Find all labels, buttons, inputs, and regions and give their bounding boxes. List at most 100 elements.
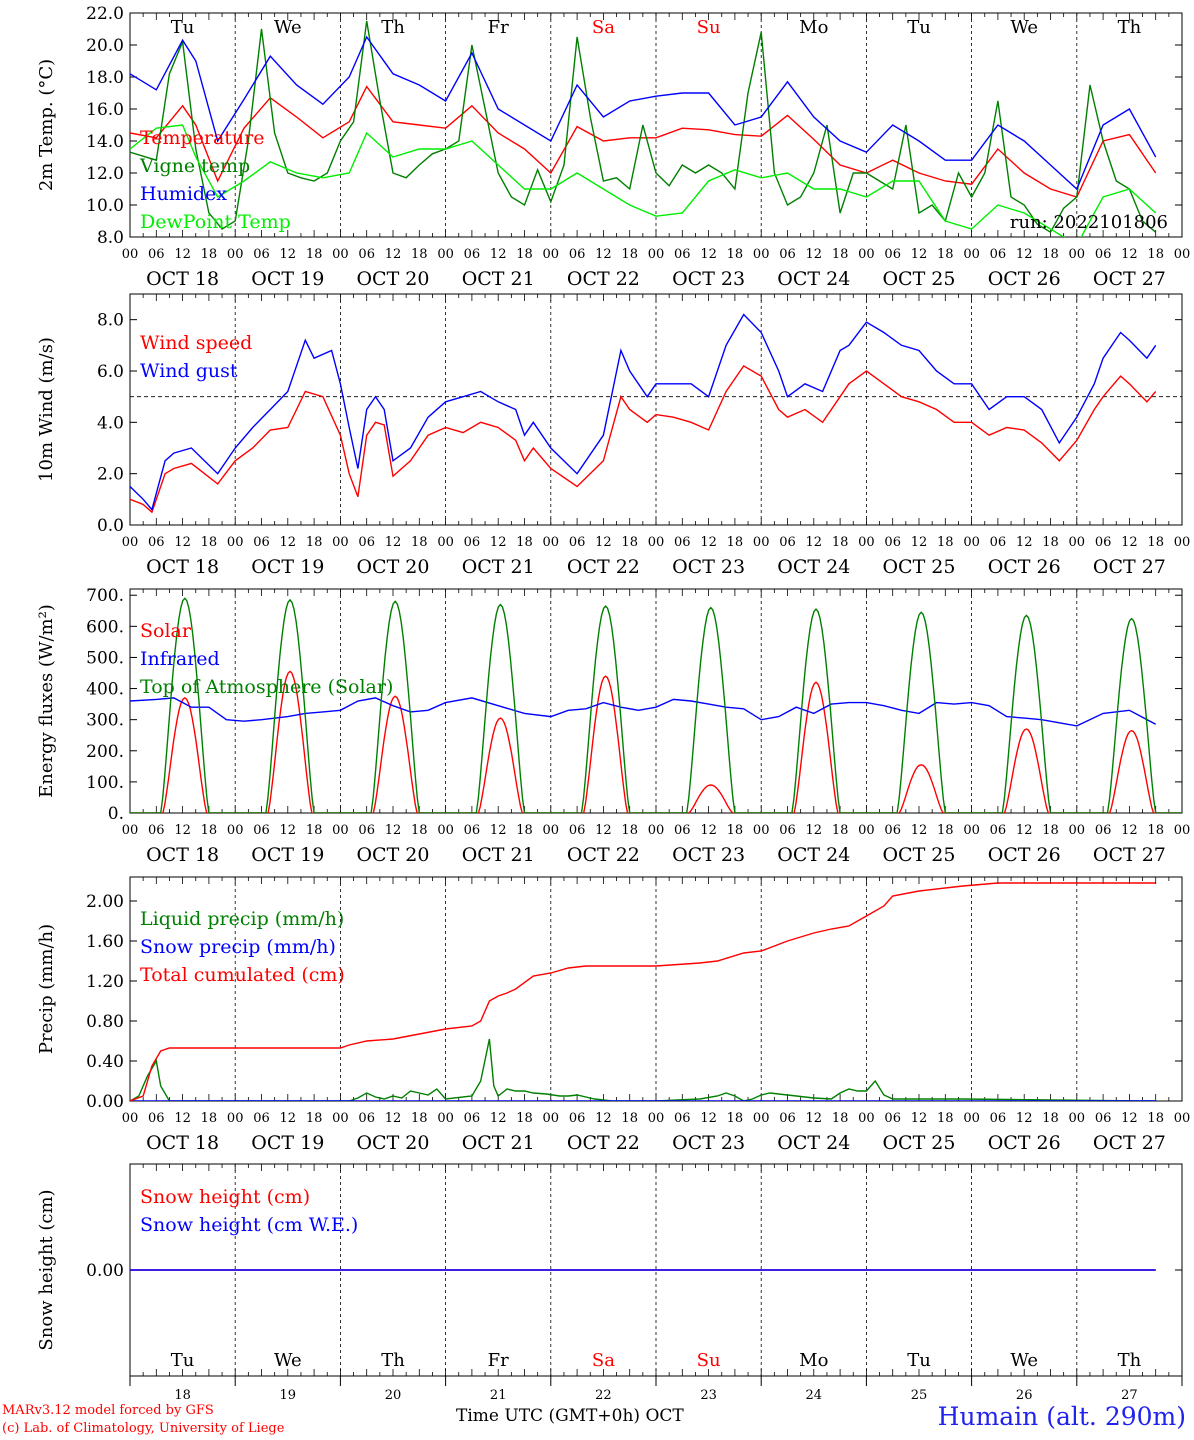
day-name-bottom: Fr xyxy=(488,1350,509,1371)
hour-tick-label: 12 xyxy=(806,535,823,550)
hour-tick-label: 00 xyxy=(122,247,139,262)
hour-tick-label: 12 xyxy=(1121,1111,1138,1126)
day-name: Fr xyxy=(488,17,509,38)
date-label: OCT 22 xyxy=(567,268,640,290)
y-tick-label: 4.0 xyxy=(97,413,124,433)
day-number: 23 xyxy=(700,1388,717,1403)
hour-tick-label: 06 xyxy=(358,1111,375,1126)
hour-tick-label: 18 xyxy=(937,247,954,262)
hour-tick-label: 06 xyxy=(884,247,901,262)
hour-tick-label: 12 xyxy=(806,823,823,838)
plot-frame xyxy=(129,12,1183,238)
lab-credit: (c) Lab. of Climatology, University of L… xyxy=(2,1421,285,1436)
day-number: 26 xyxy=(1016,1388,1033,1403)
series-line xyxy=(130,1038,1156,1101)
hour-tick-label: 06 xyxy=(464,823,481,838)
hour-tick-label: 00 xyxy=(332,247,349,262)
day-name: We xyxy=(274,17,302,38)
hour-tick-label: 06 xyxy=(464,1111,481,1126)
day-number: 25 xyxy=(911,1388,928,1403)
hour-tick-label: 06 xyxy=(884,1111,901,1126)
y-axis-label: Energy fluxes (W/m²) xyxy=(36,604,57,798)
series-line xyxy=(130,85,1157,198)
hour-tick-label: 00 xyxy=(648,823,665,838)
hour-tick-label: 18 xyxy=(832,247,849,262)
hour-tick-label: 06 xyxy=(464,535,481,550)
day-number: 18 xyxy=(174,1388,191,1403)
hour-tick-label: 12 xyxy=(280,823,297,838)
y-tick-label: 500. xyxy=(86,648,124,668)
hour-tick-label: 18 xyxy=(832,823,849,838)
hour-tick-label: 12 xyxy=(385,823,402,838)
date-label: OCT 25 xyxy=(882,268,955,290)
hour-tick-label: 18 xyxy=(306,247,323,262)
hour-tick-label: 00 xyxy=(1069,823,1086,838)
hour-tick-label: 12 xyxy=(174,247,191,262)
day-name: Su xyxy=(697,17,721,38)
hour-tick-label: 18 xyxy=(621,1111,638,1126)
hour-tick-label: 06 xyxy=(779,1111,796,1126)
y-axis-label: Snow height (cm) xyxy=(36,1189,57,1350)
hour-tick-label: 06 xyxy=(148,535,165,550)
hour-tick-label: 12 xyxy=(1121,535,1138,550)
date-label: OCT 24 xyxy=(777,268,850,290)
legend-entry: Solar xyxy=(140,620,192,642)
hour-tick-label: 12 xyxy=(700,823,717,838)
day-name: Th xyxy=(1118,17,1142,38)
hour-tick-label: 06 xyxy=(358,535,375,550)
y-tick-label: 12.0 xyxy=(86,164,124,184)
date-label: OCT 24 xyxy=(777,844,850,866)
model-credit: MARv3.12 model forced by GFS xyxy=(2,1403,214,1418)
y-tick-label: 200. xyxy=(86,742,124,762)
panel-3: 0. 100. 200. 300. 400. 500. 600. 700. Energy flu… xyxy=(36,586,1190,866)
day-name: Sa xyxy=(592,17,615,38)
date-label: OCT 26 xyxy=(988,556,1061,578)
hour-tick-label: 06 xyxy=(674,823,691,838)
hour-tick-label: 00 xyxy=(753,535,770,550)
hour-tick-label: 18 xyxy=(937,823,954,838)
date-label: OCT 20 xyxy=(356,844,429,866)
date-label: OCT 20 xyxy=(356,268,429,290)
hour-tick-label: 06 xyxy=(358,247,375,262)
date-label: OCT 26 xyxy=(988,268,1061,290)
hour-tick-label: 12 xyxy=(806,1111,823,1126)
series-line xyxy=(130,313,1157,512)
date-label: OCT 23 xyxy=(672,268,745,290)
day-name: Mo xyxy=(799,17,828,38)
hour-tick-label: 00 xyxy=(1069,247,1086,262)
hour-tick-label: 06 xyxy=(884,535,901,550)
hour-tick-label: 12 xyxy=(595,823,612,838)
hour-tick-label: 06 xyxy=(779,535,796,550)
hour-tick-label: 00 xyxy=(753,247,770,262)
hour-tick-label: 18 xyxy=(937,535,954,550)
hour-tick-label: 12 xyxy=(595,535,612,550)
hour-tick-label: 00 xyxy=(858,823,875,838)
hour-tick-label: 18 xyxy=(306,823,323,838)
y-tick-label: 0.00 xyxy=(86,1261,124,1281)
hour-tick-label: 00 xyxy=(543,1111,560,1126)
y-tick-label: 18.0 xyxy=(86,68,124,88)
date-label: OCT 21 xyxy=(462,268,535,290)
date-label: OCT 23 xyxy=(672,556,745,578)
run-label: run: 2022101806 xyxy=(1010,212,1168,233)
day-number: 22 xyxy=(595,1388,612,1403)
hour-tick-label: 06 xyxy=(464,247,481,262)
hour-tick-label: 12 xyxy=(490,247,507,262)
day-name: Tu xyxy=(171,17,195,38)
legend-entry: Wind speed xyxy=(140,332,252,354)
hour-tick-label: 06 xyxy=(148,823,165,838)
plot-frame xyxy=(129,588,1183,814)
hour-tick-label: 18 xyxy=(411,1111,428,1126)
y-tick-label: 300. xyxy=(86,711,124,731)
hour-tick-label: 00 xyxy=(122,535,139,550)
hour-tick-label: 00 xyxy=(227,1111,244,1126)
hour-tick-label: 18 xyxy=(1147,1111,1164,1126)
date-label: OCT 19 xyxy=(251,268,324,290)
hour-tick-label: 18 xyxy=(621,247,638,262)
hour-tick-label: 00 xyxy=(543,535,560,550)
legend-entry: Infrared xyxy=(140,648,220,670)
hour-tick-label: 18 xyxy=(516,247,533,262)
hour-tick-label: 06 xyxy=(148,247,165,262)
y-tick-label: 700. xyxy=(86,586,124,606)
hour-tick-label: 12 xyxy=(806,247,823,262)
